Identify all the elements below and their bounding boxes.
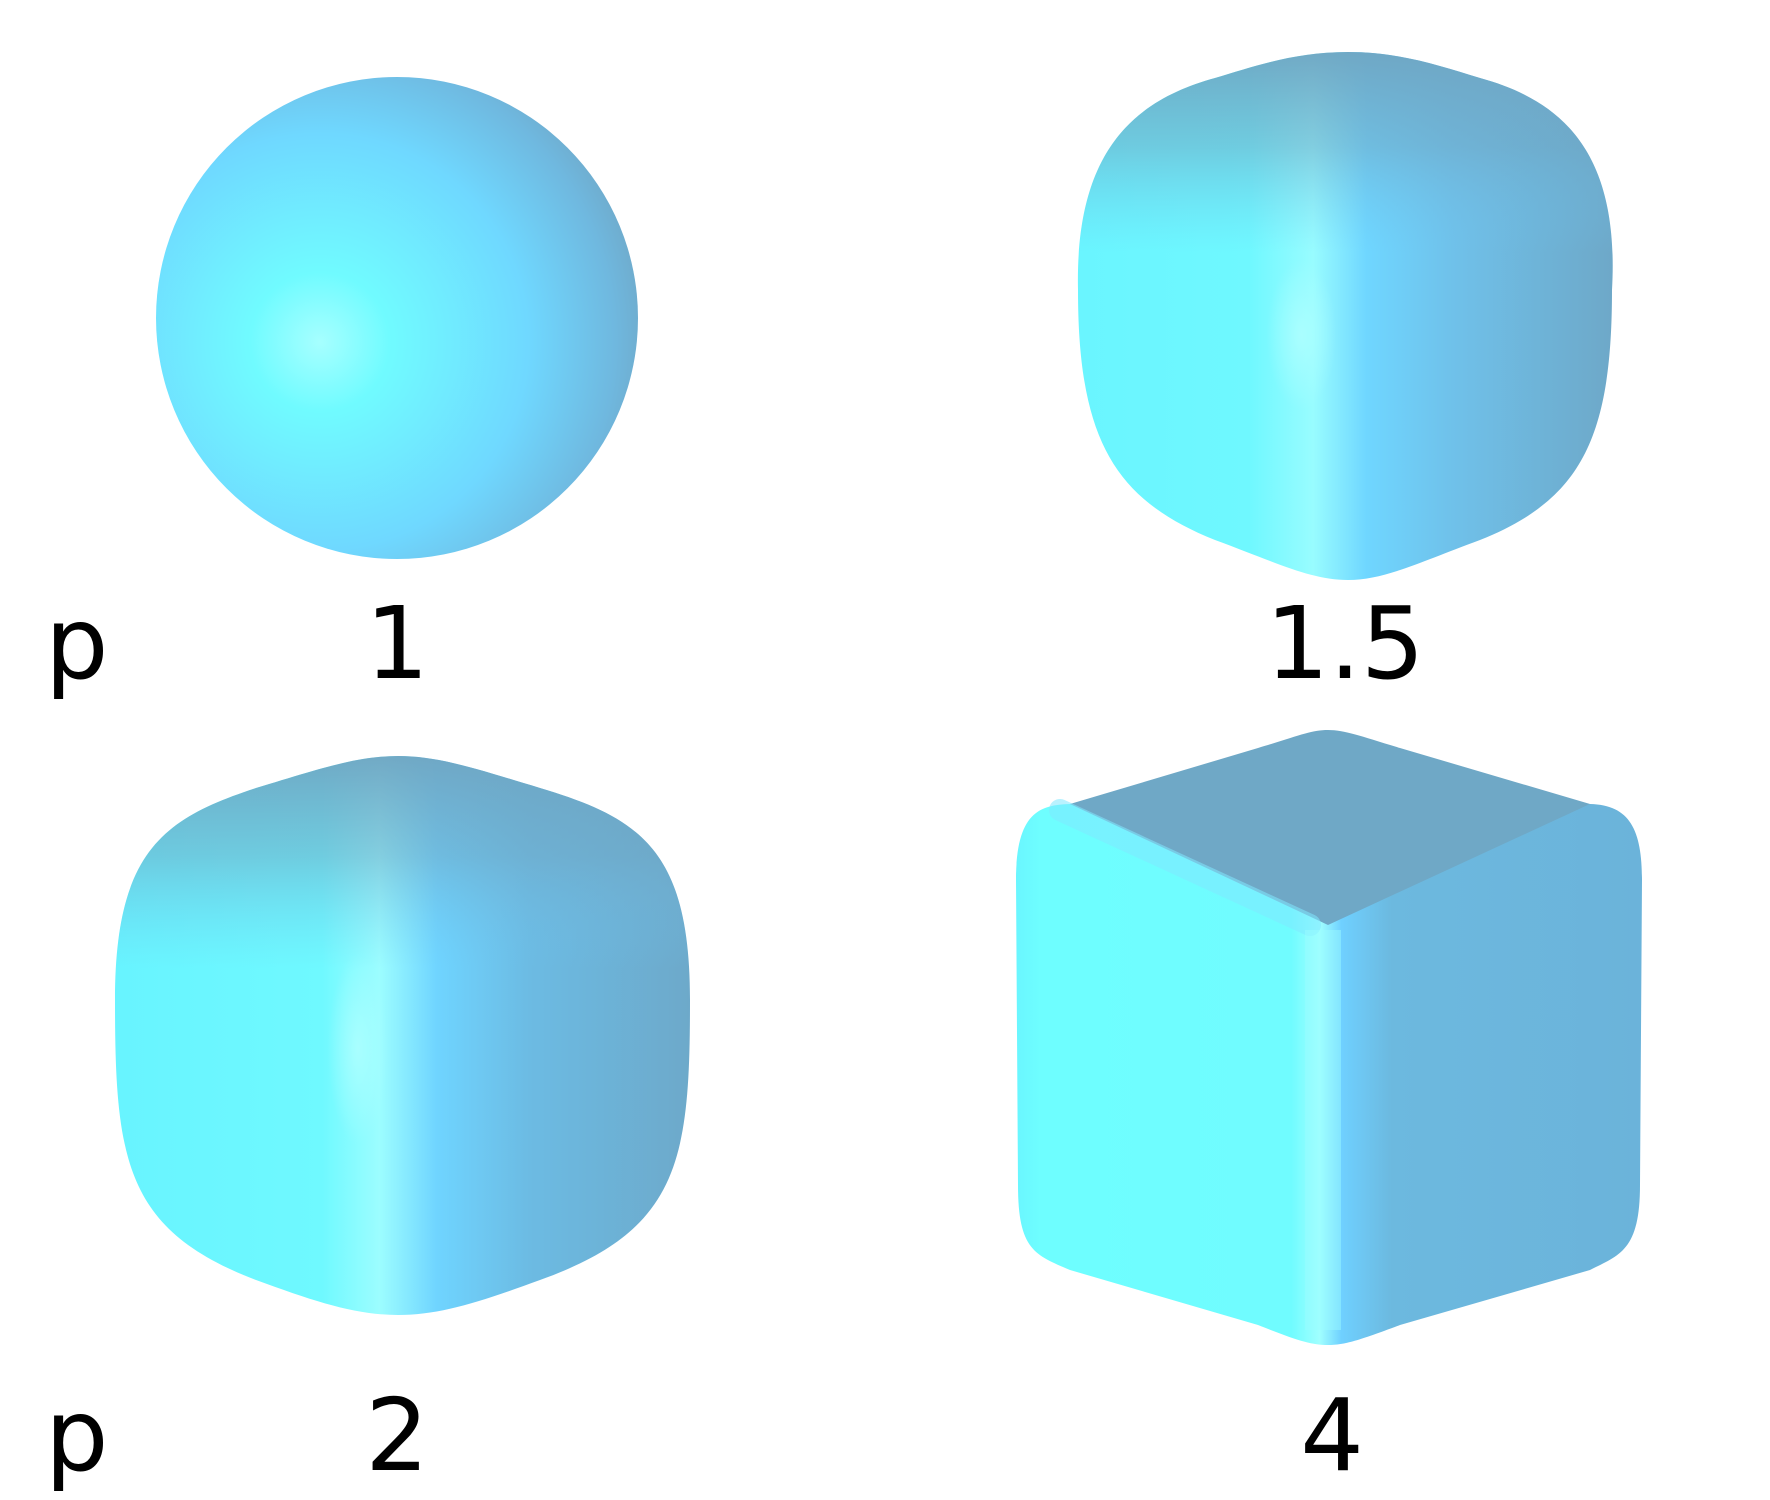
cube-body <box>1016 804 1642 1345</box>
sphere-shape <box>156 77 638 559</box>
rounded-cube-highlight <box>305 840 425 1220</box>
panel-label-p2: 2 <box>365 1377 429 1494</box>
panel-label-p1-5: 1.5 <box>1265 585 1424 702</box>
panel-p4 <box>1016 730 1642 1345</box>
rounded-cube-highlight <box>1240 170 1380 470</box>
panel-p1-5 <box>1077 52 1613 580</box>
panel-p1 <box>156 77 638 559</box>
row-label-bottom: p <box>45 1377 108 1494</box>
row-label-top: p <box>45 585 108 702</box>
panel-label-p1: 1 <box>365 585 429 702</box>
panel-p2 <box>115 756 690 1315</box>
cube-vertical-highlight <box>1305 930 1341 1330</box>
cube-edge-highlight <box>1049 799 1321 936</box>
panel-label-p4: 4 <box>1300 1377 1364 1494</box>
